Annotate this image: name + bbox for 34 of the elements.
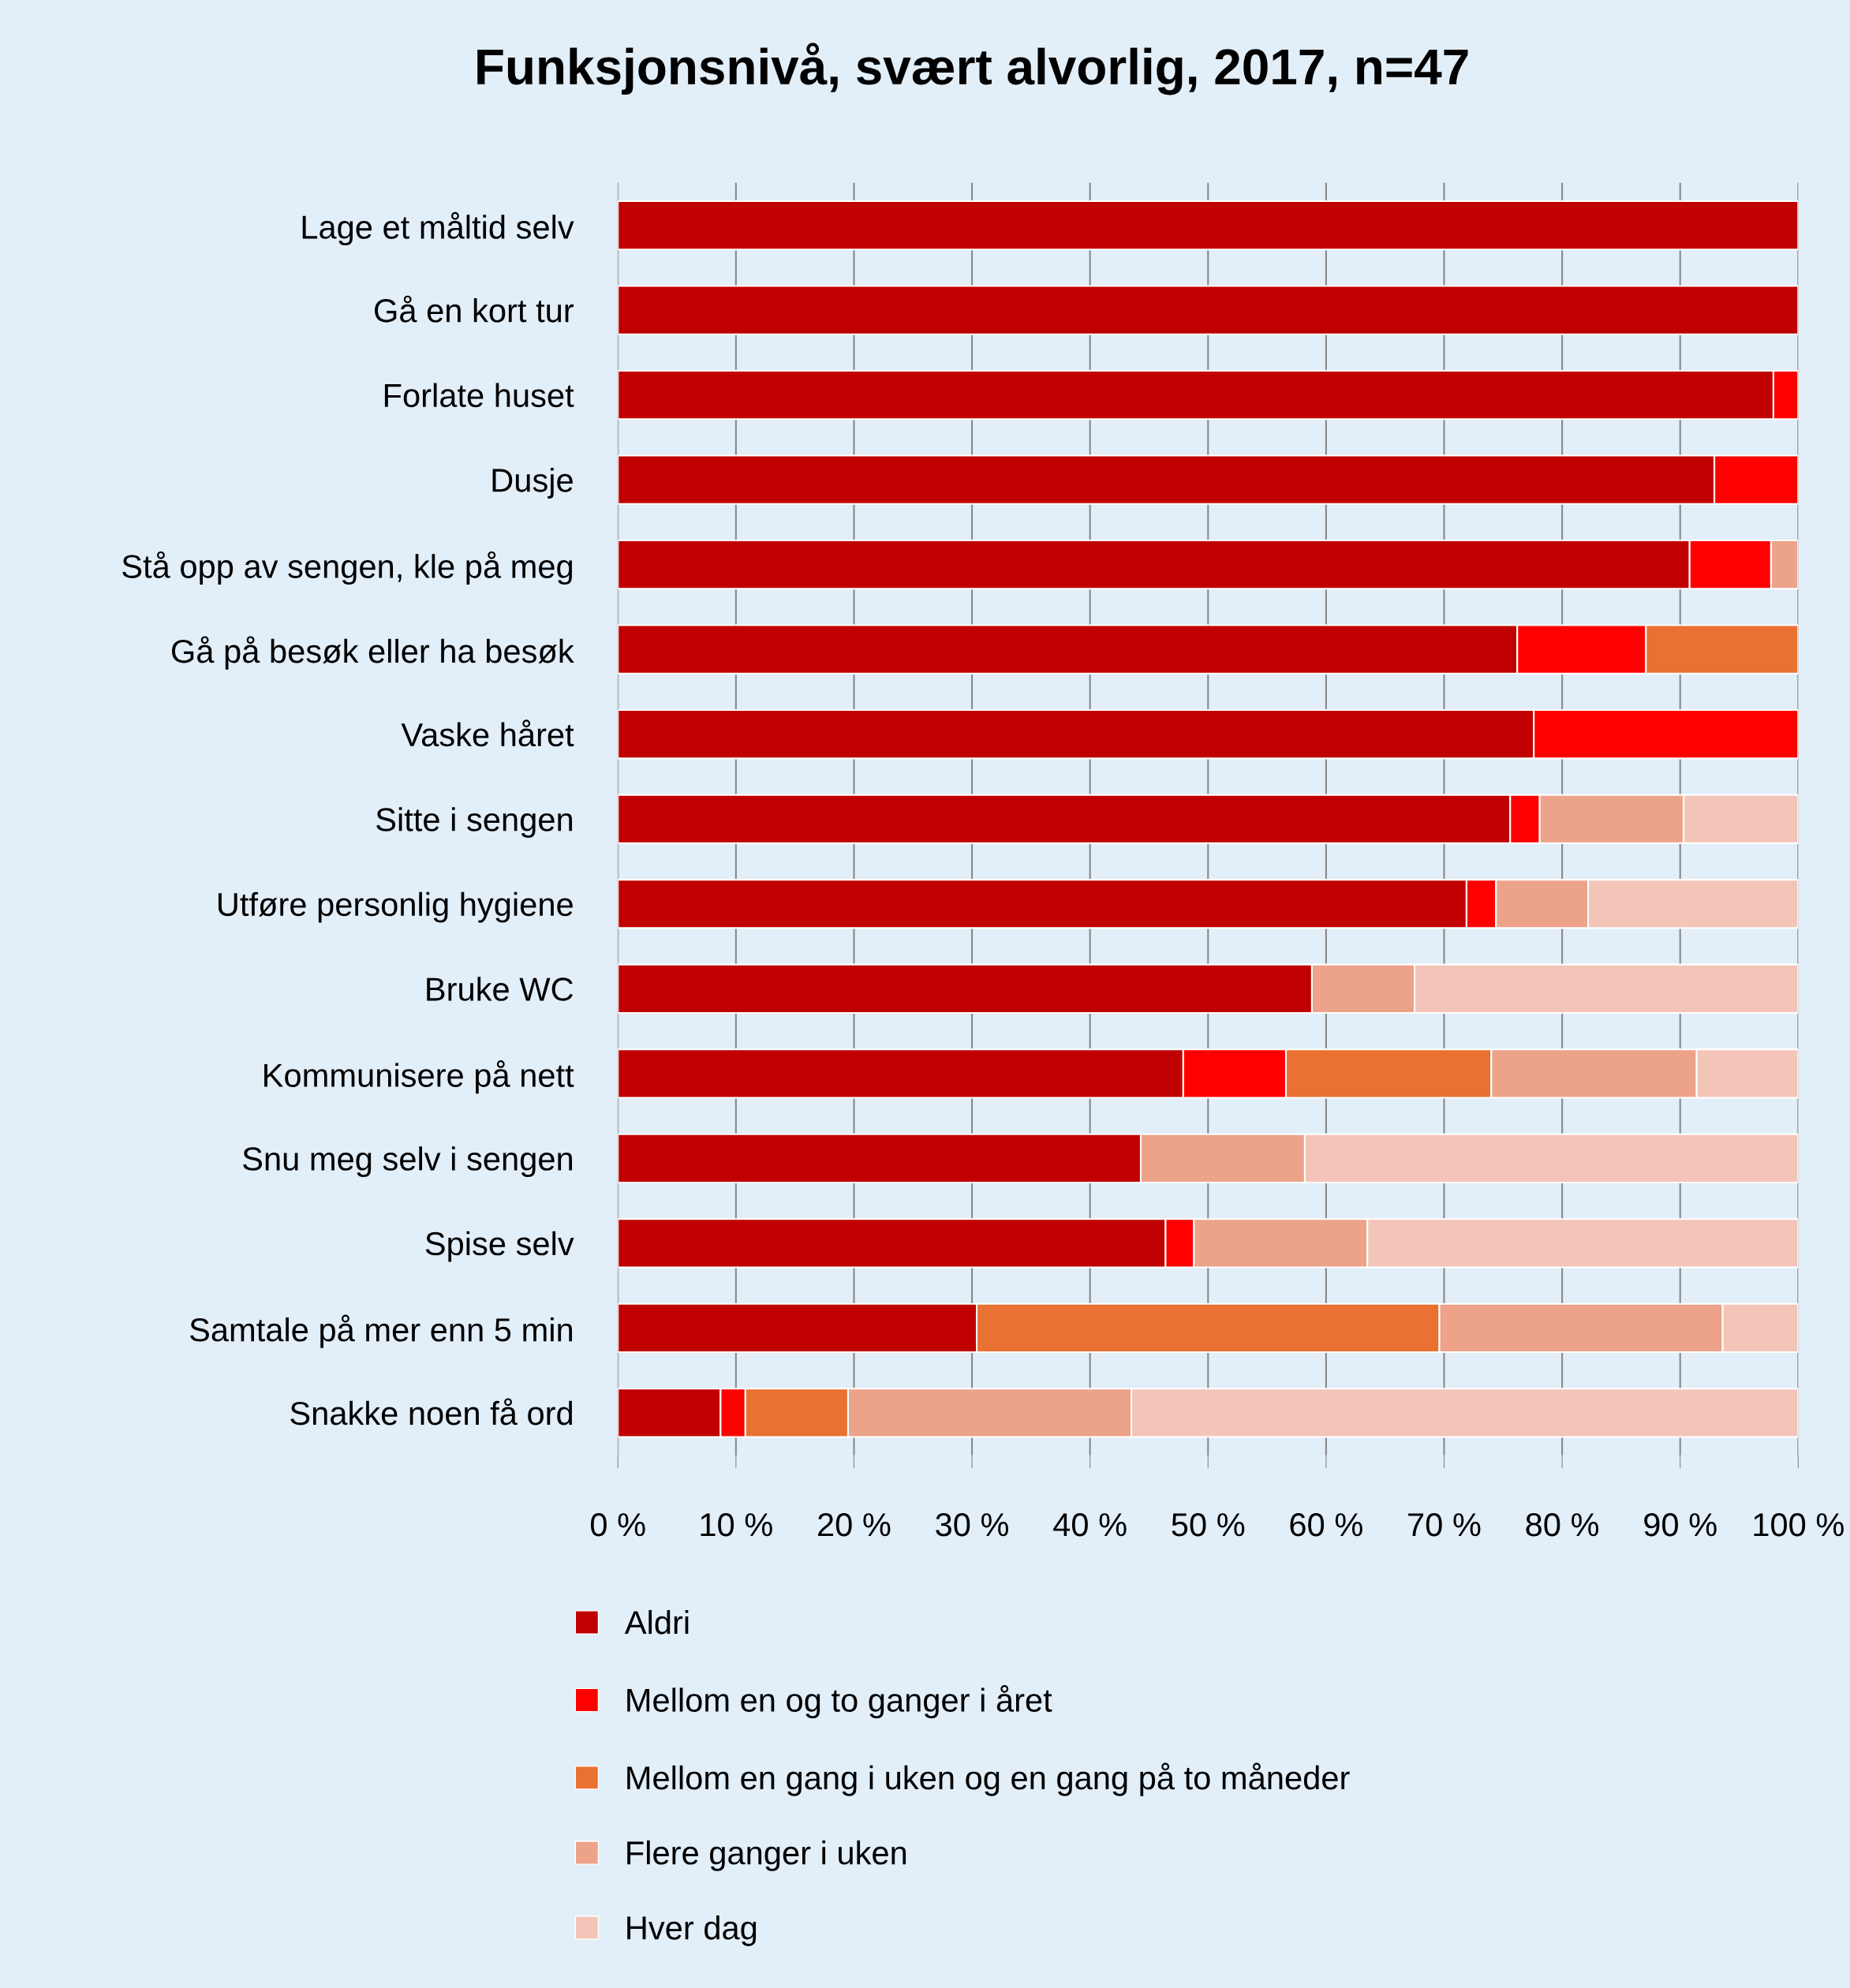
y-tick-label: Kommunisere på nett [264,1060,574,1094]
legend-label: Flere ganger i uken [627,1840,906,1871]
legend-label: Mellom en og to ganger i året [627,1684,1052,1719]
x-tick-label: 100 % [1754,1512,1844,1537]
y-tick-label: Spise selv [425,1231,574,1262]
x-tick-label: 50 % [1172,1512,1245,1537]
legend-label: Hver dag [627,1915,757,1946]
bar [618,285,1799,335]
y-tick-label: Sitte i sengen [376,807,572,838]
x-tick-label: 0 % [590,1512,645,1537]
y-tick-label: Stå opp av sengen, kle på meg [122,551,573,585]
y-tick-label: Forlate huset [384,383,574,408]
x-tick-label: 30 % [936,1512,1009,1537]
y-tick-label: Bruke WC [427,977,574,1001]
x-tick-label: 90 % [1644,1512,1717,1537]
y-tick-label: Vaske håret [401,719,574,747]
legend-label: Aldri [624,1609,689,1635]
chart-title: Funksjonsnivå, svært alvorlig, 2017, n=47 [477,43,1468,95]
y-tick-label: Samtale på mer enn 5 min [189,1314,573,1348]
x-tick-label: 60 % [1290,1512,1362,1537]
y-tick-label: Lage et måltid selv [302,211,574,246]
legend-label: Mellom en gang i uken og en gang på to måneder [627,1762,1350,1796]
x-tick-label: 70 % [1408,1512,1481,1537]
x-tick-label: 10 % [701,1512,772,1537]
y-tick-label: Dusje [492,468,573,499]
x-tick-label: 80 % [1526,1512,1599,1537]
y-tick-label: Gå på besøk eller ha besøk [171,636,574,670]
y-tick-label: Gå en kort tur [375,295,574,323]
x-tick-label: 20 % [818,1512,891,1537]
bar [618,200,1799,251]
y-tick-label: Snakke noen få ord [290,1398,573,1426]
y-tick-label: Snu meg selv i sengen [243,1146,572,1178]
y-tick-label: Utføre personlig hygiene [218,891,573,923]
x-tick-label: 40 % [1053,1512,1127,1537]
